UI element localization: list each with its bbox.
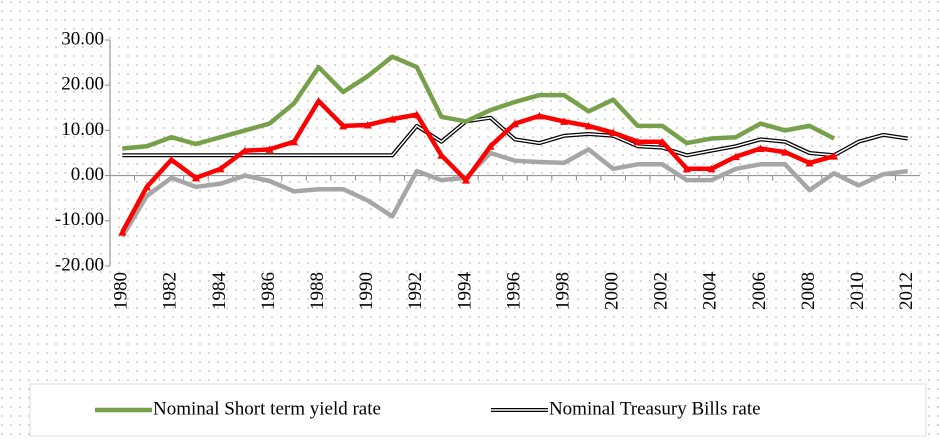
point-marker (830, 152, 839, 160)
point-marker (412, 110, 421, 119)
point-marker (461, 176, 470, 184)
x-tick-label: 2006 (749, 272, 770, 310)
point-marker (707, 164, 716, 173)
y-tick-label: -20.00 (55, 254, 104, 275)
x-tick-label: 2012 (896, 272, 917, 310)
y-tick-label: 10.00 (61, 119, 104, 140)
point-marker (167, 155, 176, 164)
point-marker (560, 117, 569, 125)
x-tick-label: 1994 (454, 272, 475, 311)
x-tick-label: 1984 (209, 272, 230, 311)
x-tick-label: 1980 (111, 272, 132, 310)
x-tick-label: 1996 (503, 272, 524, 310)
series-line (120, 98, 835, 234)
point-marker (805, 158, 814, 167)
point-marker (241, 146, 249, 155)
x-tick-label: 1998 (552, 272, 573, 310)
y-tick-label: 0.00 (71, 164, 104, 185)
point-marker (633, 137, 642, 146)
x-tick-label: 1992 (405, 272, 426, 310)
legend-box (29, 383, 927, 437)
y-tick-label: 20.00 (61, 74, 104, 95)
point-marker (756, 144, 765, 152)
point-marker (290, 137, 299, 146)
y-tick-label: 30.00 (61, 28, 104, 49)
point-marker (437, 151, 446, 159)
series-line (120, 147, 908, 238)
point-marker (658, 137, 667, 146)
point-marker (142, 182, 151, 191)
x-tick-label: 2002 (651, 272, 672, 310)
point-marker (265, 145, 274, 153)
point-marker (781, 148, 789, 156)
x-tick-label: 2010 (847, 272, 868, 310)
point-marker (584, 121, 593, 130)
point-marker (314, 97, 323, 105)
x-tick-label: 2000 (602, 272, 623, 310)
point-marker (731, 152, 740, 161)
x-tick-label: 2008 (798, 272, 819, 310)
point-marker (191, 173, 200, 182)
point-marker (535, 111, 544, 120)
point-marker (363, 120, 372, 129)
x-tick-label: 1988 (307, 272, 328, 310)
y-tick-label: -10.00 (55, 209, 104, 230)
x-tick-label: 1982 (160, 272, 181, 310)
series-line (122, 54, 836, 151)
point-marker (682, 164, 691, 173)
x-tick-label: 1990 (356, 272, 377, 310)
point-marker (609, 128, 618, 137)
point-marker (118, 228, 127, 236)
point-marker (216, 164, 225, 173)
legend-label: Nominal Short term yield rate (153, 398, 381, 419)
point-marker (388, 115, 397, 123)
point-marker (486, 142, 495, 150)
legend-label: Nominal Treasury Bills rate (549, 398, 761, 419)
series-line-inner (122, 116, 908, 157)
x-tick-label: 1986 (258, 272, 279, 310)
x-tick-label: 2004 (700, 272, 721, 311)
point-marker (511, 119, 519, 128)
point-marker (339, 121, 348, 130)
